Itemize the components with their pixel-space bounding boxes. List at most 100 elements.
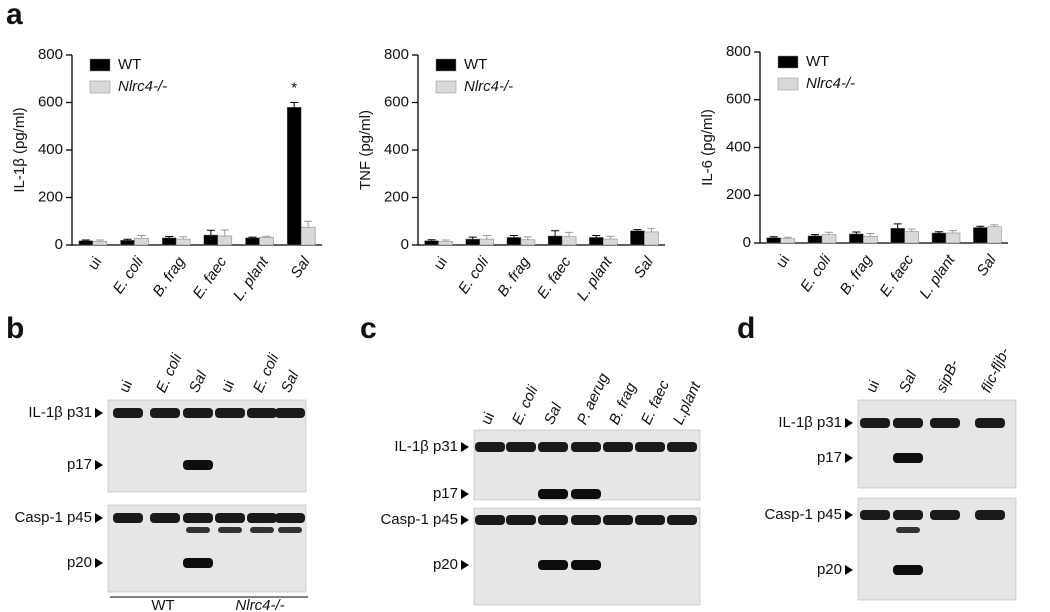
lane-label: E. coli xyxy=(153,351,186,396)
panel-label: a xyxy=(6,0,23,31)
error-bar xyxy=(907,228,916,232)
y-tick-label: 600 xyxy=(38,93,63,110)
blot-band xyxy=(893,418,923,428)
blot-band xyxy=(475,515,505,525)
bar xyxy=(766,237,781,244)
error-bar xyxy=(248,236,257,238)
x-tick-label: B. frag xyxy=(837,251,877,297)
legend-swatch xyxy=(89,58,111,72)
error-bar xyxy=(165,235,174,238)
error-bar xyxy=(95,239,104,242)
row-arrow xyxy=(461,515,469,525)
row-label: Casp-1 p45 xyxy=(764,506,842,523)
bar xyxy=(603,238,618,246)
blot-band xyxy=(635,442,665,452)
blot-band xyxy=(571,560,601,570)
row-arrow xyxy=(461,489,469,499)
x-tick-label: L. plant xyxy=(916,251,959,302)
error-bar xyxy=(137,235,146,239)
bar xyxy=(175,238,191,246)
blot-band xyxy=(183,513,213,523)
row-arrow xyxy=(845,510,853,520)
row-label: Casp-1 p45 xyxy=(380,511,458,528)
error-bar xyxy=(949,230,957,233)
bar xyxy=(890,227,905,244)
x-tick-label: E. faec xyxy=(190,253,231,301)
blot-band xyxy=(930,418,960,428)
x-tick-label: E. coli xyxy=(455,253,493,297)
error-bar xyxy=(633,229,642,231)
row-arrow xyxy=(845,453,853,463)
error-bar xyxy=(206,229,215,236)
y-tick-label: 800 xyxy=(384,46,409,63)
panel-label: d xyxy=(737,312,755,345)
blot-band xyxy=(538,489,568,499)
row-arrow xyxy=(95,460,103,470)
x-tick-label: E. coli xyxy=(110,253,148,297)
error-bar xyxy=(262,235,271,238)
y-axis-title: IL-1β (pg/ml) xyxy=(11,107,28,192)
x-tick-label: Sal xyxy=(631,253,658,281)
blot-band xyxy=(893,565,923,575)
error-bar xyxy=(509,235,518,238)
blot-band xyxy=(475,442,505,452)
legend-swatch xyxy=(89,80,111,94)
bar xyxy=(78,240,94,246)
blot-band xyxy=(183,408,213,418)
row-label: IL-1β p31 xyxy=(394,438,458,455)
error-bar xyxy=(606,235,615,240)
y-tick-label: 800 xyxy=(726,43,751,60)
row-label: IL-1β p31 xyxy=(778,414,842,431)
error-bar xyxy=(647,227,656,232)
blot-membrane xyxy=(857,399,1017,489)
annotation: * xyxy=(291,79,297,96)
x-tick-label: L. plant xyxy=(230,253,273,304)
row-label: p17 xyxy=(817,449,842,466)
lane-label: E. coli xyxy=(509,383,542,428)
error-bar xyxy=(427,239,436,241)
y-tick-label: 800 xyxy=(38,46,63,63)
error-bar xyxy=(179,236,188,240)
error-bar xyxy=(220,229,229,236)
bar xyxy=(465,238,480,246)
blot-band xyxy=(893,510,923,520)
row-label: p20 xyxy=(433,556,458,573)
blot-band xyxy=(186,527,210,533)
error-bar xyxy=(592,235,601,238)
bar xyxy=(92,240,108,246)
blot-band xyxy=(506,442,536,452)
blot-band xyxy=(538,442,568,452)
blot-band xyxy=(667,442,697,452)
lane-label: Sal xyxy=(541,400,566,427)
row-label: p20 xyxy=(817,561,842,578)
blot-band xyxy=(860,418,890,428)
blot-band xyxy=(860,510,890,520)
bar xyxy=(821,234,837,244)
bar xyxy=(479,238,494,246)
row-arrow xyxy=(845,418,853,428)
blot-band xyxy=(113,513,143,523)
panel-label: b xyxy=(6,312,24,345)
error-bar xyxy=(769,236,778,238)
bar xyxy=(849,233,864,244)
legend-label: Nlrc4-/- xyxy=(806,75,855,92)
error-bar xyxy=(866,232,875,237)
blot-band xyxy=(538,560,568,570)
blot-band xyxy=(150,408,180,418)
row-label: IL-1β p31 xyxy=(28,404,92,421)
bar xyxy=(286,107,302,246)
bar xyxy=(931,232,947,244)
bar xyxy=(161,237,177,246)
blot-band xyxy=(275,513,305,523)
blot-band xyxy=(275,408,305,418)
y-tick-label: 0 xyxy=(743,234,751,251)
lane-label: sipB- xyxy=(933,357,963,395)
row-arrow xyxy=(845,565,853,575)
row-arrow xyxy=(461,442,469,452)
error-bar xyxy=(565,231,574,237)
bar xyxy=(945,232,961,244)
lane-label: E. faec xyxy=(638,377,673,427)
error-bar xyxy=(304,220,313,228)
x-tick-label: ui xyxy=(85,254,106,273)
